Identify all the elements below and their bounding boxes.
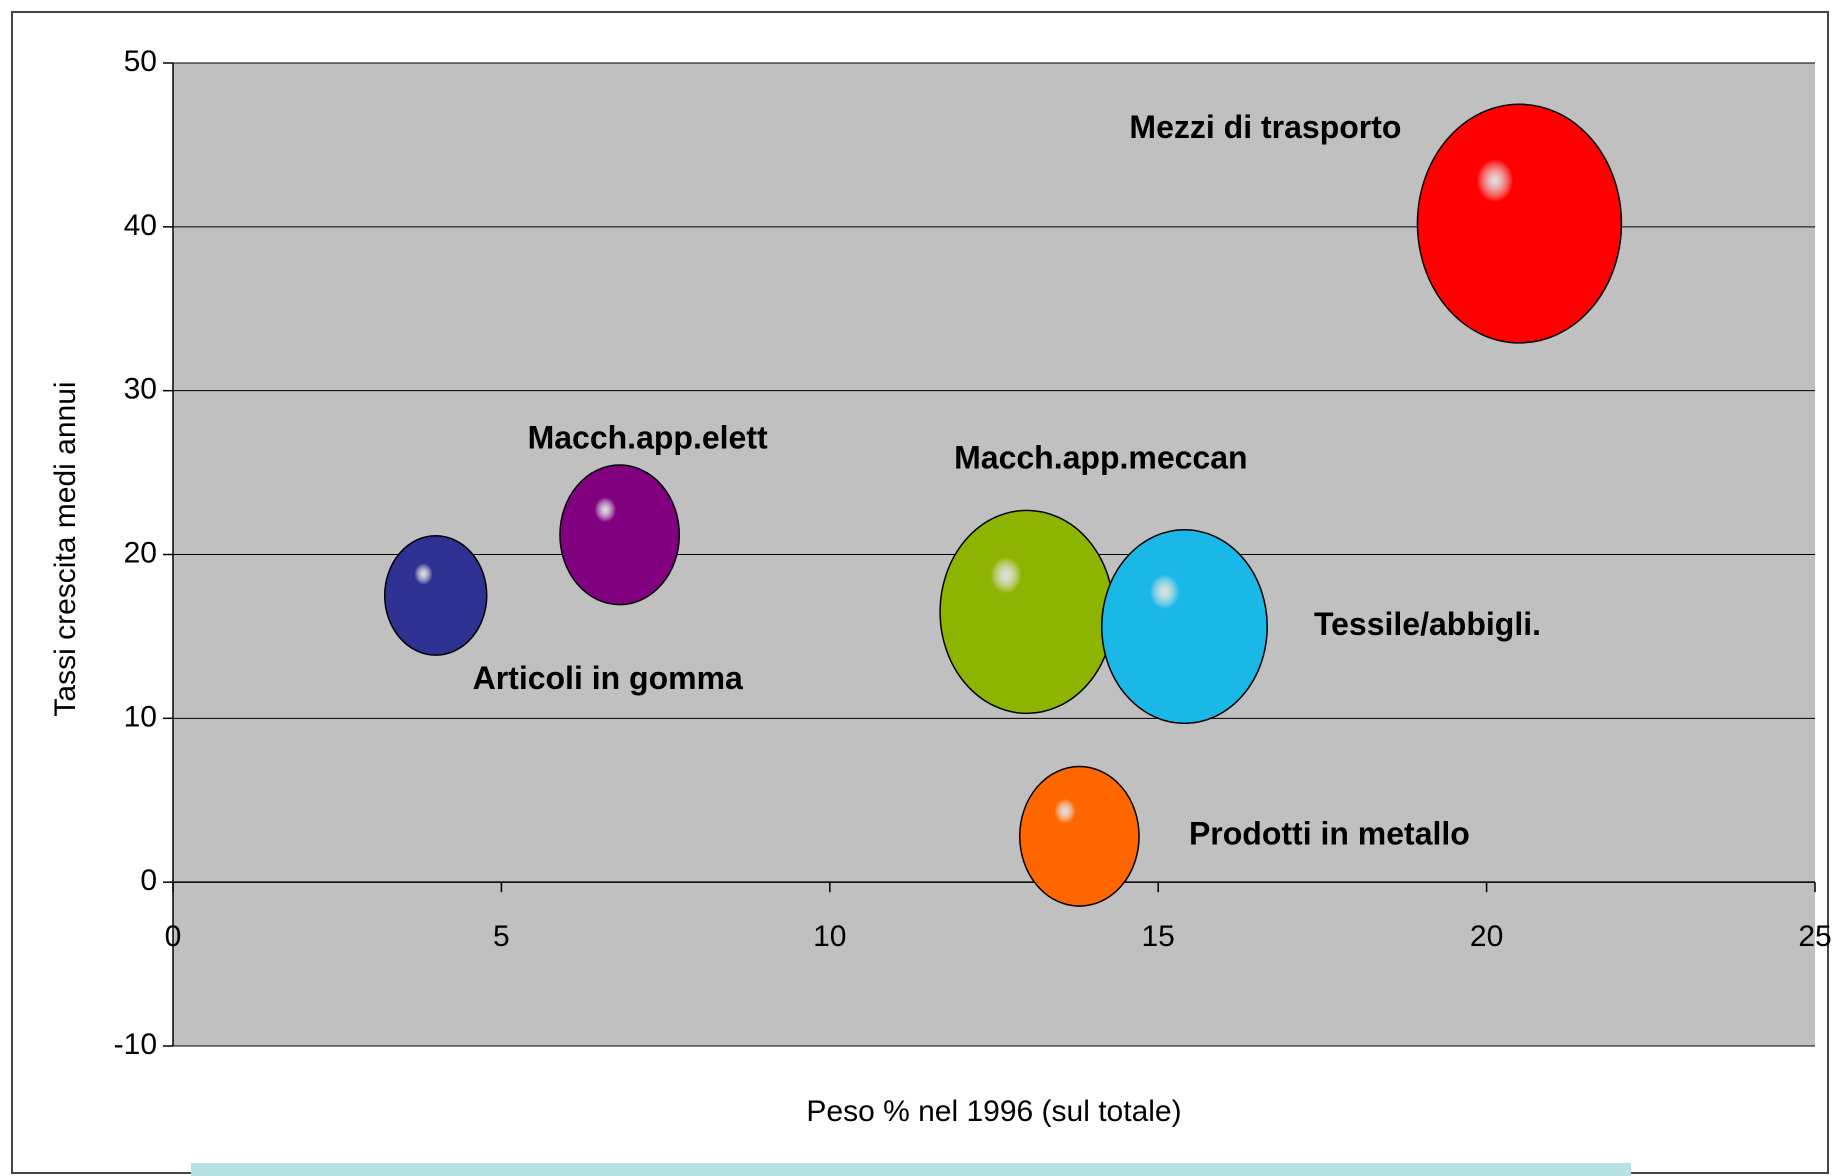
bubble [1100,529,1268,725]
y-tick-label: 40 [124,209,157,242]
x-tick-label: 5 [493,920,510,953]
x-tick-label: 25 [1798,920,1831,953]
x-tick-label: 10 [813,920,846,953]
bubble [383,535,488,656]
footer-band [191,1163,1631,1176]
x-tick-label: 15 [1142,920,1175,953]
y-axis-title: Tassi crescita medi annui [49,381,82,716]
y-tick-label: -10 [114,1028,157,1061]
bubble [1416,103,1623,344]
data-label: Tessile/abbigli. [1314,606,1541,642]
y-tick-label: 50 [124,45,157,78]
data-label: Mezzi di trasporto [1129,109,1401,145]
x-axis-title: Peso % nel 1996 (sul totale) [806,1095,1181,1128]
data-label: Macch.app.meccan [954,439,1247,475]
x-tick-label: 20 [1470,920,1503,953]
data-label: Prodotti in metallo [1189,816,1470,852]
y-tick-label: 10 [124,700,157,733]
bubble [939,509,1115,715]
y-tick-label: 0 [140,864,157,897]
data-label: Macch.app.elett [528,419,768,455]
y-tick-label: 30 [124,373,157,406]
bubble [559,464,681,606]
bubble [1018,765,1140,907]
x-tick-label: 0 [165,920,182,953]
data-label: Articoli in gomma [473,660,743,696]
y-tick-label: 20 [124,536,157,569]
